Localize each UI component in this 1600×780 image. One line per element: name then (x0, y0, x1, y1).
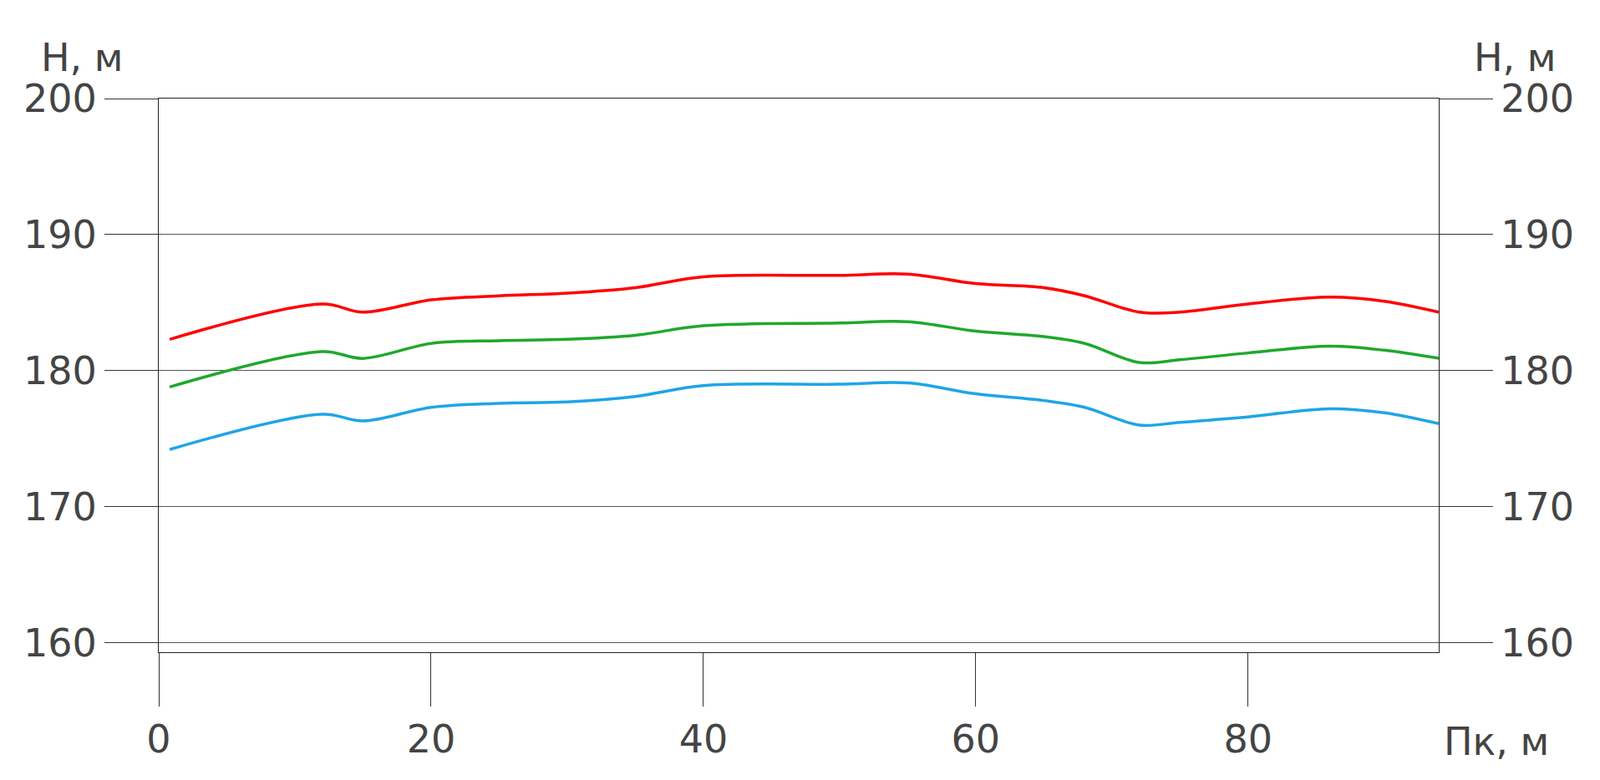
svg-text:60: 60 (951, 716, 1001, 762)
svg-text:170: 170 (23, 484, 97, 530)
svg-text:200: 200 (1500, 76, 1575, 122)
svg-text:20: 20 (406, 716, 457, 762)
svg-text:190: 190 (1500, 212, 1575, 258)
svg-text:H, м: H, м (1473, 35, 1557, 81)
svg-text:0: 0 (146, 716, 171, 762)
svg-text:170: 170 (1500, 484, 1575, 530)
svg-text:80: 80 (1224, 716, 1274, 762)
svg-text:160: 160 (23, 620, 97, 666)
svg-text:H, м: H, м (40, 35, 124, 81)
svg-text:190: 190 (23, 212, 97, 258)
svg-text:200: 200 (23, 76, 97, 122)
svg-text:180: 180 (23, 348, 97, 394)
svg-text:180: 180 (1500, 348, 1575, 394)
svg-text:40: 40 (679, 716, 729, 762)
svg-text:160: 160 (1500, 620, 1575, 666)
svg-text:Пк, м: Пк, м (1443, 719, 1550, 765)
